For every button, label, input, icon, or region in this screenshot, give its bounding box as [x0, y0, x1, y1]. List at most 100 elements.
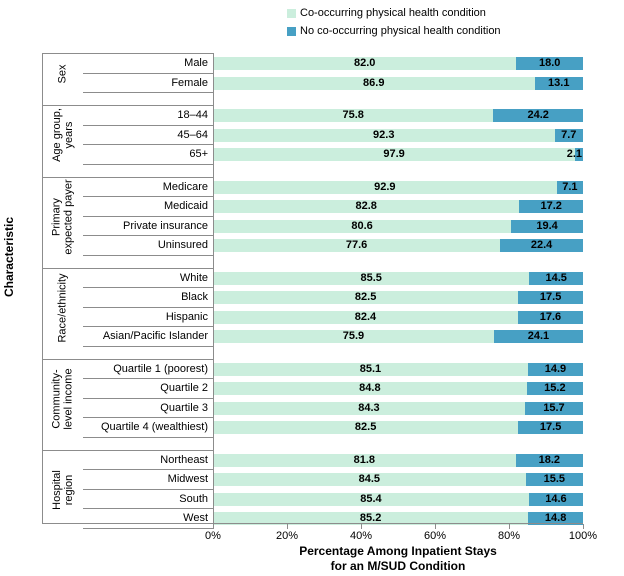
category-label: West [83, 509, 213, 529]
group-label-cell: Age group, years [42, 106, 83, 165]
category-label: Asian/Pacific Islander [83, 327, 213, 347]
no-co-occurring-value: 14.5 [545, 271, 567, 284]
x-axis-tick [434, 523, 436, 529]
x-axis-tick [286, 523, 288, 529]
category-label: Male [83, 54, 213, 74]
co-occurring-segment: 82.8 [213, 200, 520, 213]
category-label: Northeast [83, 451, 213, 470]
co-occurring-segment: 75.9 [213, 330, 494, 343]
no-co-occurring-value: 2.1 [566, 148, 582, 160]
chart-groups: Sex Male Female 82.0 18.0 86.9 13.1 Age group, … [42, 53, 583, 529]
stacked-bar: 92.9 7.1 [213, 180, 583, 194]
stacked-bar: 92.3 7.7 [213, 128, 583, 142]
label-table-left-border [42, 53, 43, 523]
x-axis-line [42, 522, 583, 524]
bar-row: 92.9 7.1 [213, 178, 583, 198]
stacked-bar: 80.6 19.4 [213, 219, 583, 233]
stacked-bar: 82.8 17.2 [213, 200, 583, 213]
no-co-occurring-value: 15.5 [543, 473, 566, 485]
co-occurring-value: 82.0 [353, 57, 376, 69]
co-occurring-segment: 80.6 [213, 219, 512, 233]
category-label: Quartile 3 [83, 399, 213, 418]
bar-row: 85.1 14.9 [213, 360, 583, 380]
category-label: Medicaid [83, 197, 213, 217]
category-label: Quartile 4 (wealthiest) [83, 418, 213, 438]
stacked-bar: 85.2 14.8 [213, 512, 583, 525]
x-axis-title: Percentage Among Inpatient Stays for an … [213, 544, 583, 574]
co-occurring-segment: 77.6 [213, 239, 501, 252]
category-label: Hispanic [83, 308, 213, 327]
category-label: Midwest [83, 470, 213, 490]
no-co-occurring-value: 17.5 [539, 421, 562, 433]
x-axis-tick-label: 20% [275, 529, 299, 542]
category-label: White [83, 269, 213, 288]
x-axis-tick-label: 100% [568, 529, 598, 542]
x-axis-tick [212, 523, 214, 529]
co-occurring-segment: 92.9 [213, 180, 557, 194]
stacked-bar: 84.8 15.2 [213, 382, 583, 395]
bar-row: 92.3 7.7 [213, 126, 583, 146]
no-co-occurring-segment: 17.5 [518, 421, 583, 434]
x-axis-tick-label: 80% [497, 529, 521, 542]
group-label: Sex [56, 64, 69, 83]
bar-row: 80.6 19.4 [213, 217, 583, 237]
co-occurring-segment: 75.8 [213, 109, 494, 122]
category-group: Race/ethnicity White Black Hispanic Asian/Pa… [42, 267, 583, 359]
group-label-table: Community- level income Quartile 1 (poore… [42, 358, 213, 450]
legend-label: No co-occurring physical health conditio… [300, 25, 501, 37]
x-axis-title-line2: for an M/SUD Condition [330, 559, 466, 573]
no-co-occurring-value: 15.7 [543, 401, 565, 414]
no-co-occurring-segment: 18.0 [516, 57, 583, 70]
no-co-occurring-value: 18.2 [538, 453, 561, 466]
no-co-occurring-segment: 14.9 [527, 362, 583, 376]
bar-row: 84.3 15.7 [213, 399, 583, 419]
x-axis-tick-label: 60% [423, 529, 447, 542]
stacked-bar: 75.8 24.2 [213, 109, 583, 122]
x-axis-tick-label: 0% [205, 529, 221, 542]
stacked-bar: 82.4 17.6 [213, 310, 583, 324]
stacked-bar: 82.5 17.5 [213, 291, 583, 304]
no-co-occurring-segment: 15.7 [524, 401, 583, 415]
group-label: Primary expected payer [50, 178, 75, 255]
category-group: Primary expected payer Medicare Medicaid Pr… [42, 176, 583, 268]
co-occurring-segment: 85.2 [213, 512, 529, 525]
legend-item: Co-occurring physical health condition [287, 7, 501, 20]
x-axis-tick-label: 40% [349, 529, 373, 542]
co-occurring-value: 85.1 [359, 362, 382, 375]
co-occurring-value: 85.5 [360, 271, 382, 284]
group-bars: 85.5 14.5 82.5 17.5 82.4 17.6 75.9 24.1 [213, 268, 583, 359]
bar-row: 97.9 2.1 [213, 145, 583, 165]
co-occurring-segment: 85.5 [213, 271, 530, 285]
stacked-bar: 97.9 2.1 [213, 148, 583, 161]
x-axis-title-line1: Percentage Among Inpatient Stays [299, 544, 497, 558]
stacked-bar: 75.9 24.1 [213, 330, 583, 343]
co-occurring-value: 86.9 [363, 76, 385, 89]
co-occurring-segment: 84.8 [213, 382, 527, 395]
co-occurring-segment: 86.9 [213, 76, 535, 90]
no-co-occurring-value: 24.2 [527, 109, 549, 121]
x-axis: 0% 20% 40% 60% 80% 100% [205, 523, 597, 545]
no-co-occurring-value: 17.5 [539, 291, 562, 303]
group-label-table: Hospital region Northeast Midwest South West [42, 449, 213, 529]
group-label-cell: Race/ethnicity [42, 269, 83, 347]
no-co-occurring-value: 14.9 [544, 362, 567, 375]
co-occurring-value: 84.3 [358, 401, 380, 414]
legend-item: No co-occurring physical health conditio… [287, 25, 501, 38]
category-label: 45–64 [83, 126, 213, 145]
stacked-bar: 81.8 18.2 [213, 453, 583, 467]
co-occurring-segment: 84.3 [213, 401, 525, 415]
group-label-cell: Primary expected payer [42, 178, 83, 256]
group-bars: 81.8 18.2 84.5 15.5 85.4 14.6 85.2 14.8 [213, 450, 583, 529]
category-label: Quartile 1 (poorest) [83, 360, 213, 379]
co-occurring-value: 82.5 [354, 421, 377, 433]
bar-row: 84.5 15.5 [213, 470, 583, 490]
category-label: Black [83, 288, 213, 308]
no-co-occurring-segment: 24.2 [493, 109, 583, 122]
no-co-occurring-segment: 17.5 [518, 291, 583, 304]
stacked-bar: 85.5 14.5 [213, 271, 583, 285]
bar-row: 82.8 17.2 [213, 197, 583, 217]
group-label-cell: Sex [42, 54, 83, 93]
co-occurring-segment: 92.3 [213, 128, 555, 142]
co-occurring-value: 82.4 [354, 310, 377, 323]
